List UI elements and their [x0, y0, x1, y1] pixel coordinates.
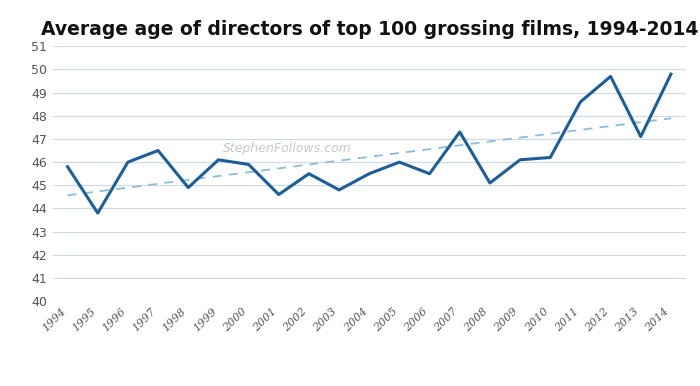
Title: Average age of directors of top 100 grossing films, 1994-2014: Average age of directors of top 100 gros… [41, 20, 698, 39]
Text: StephenFollows.com: StephenFollows.com [223, 142, 351, 155]
